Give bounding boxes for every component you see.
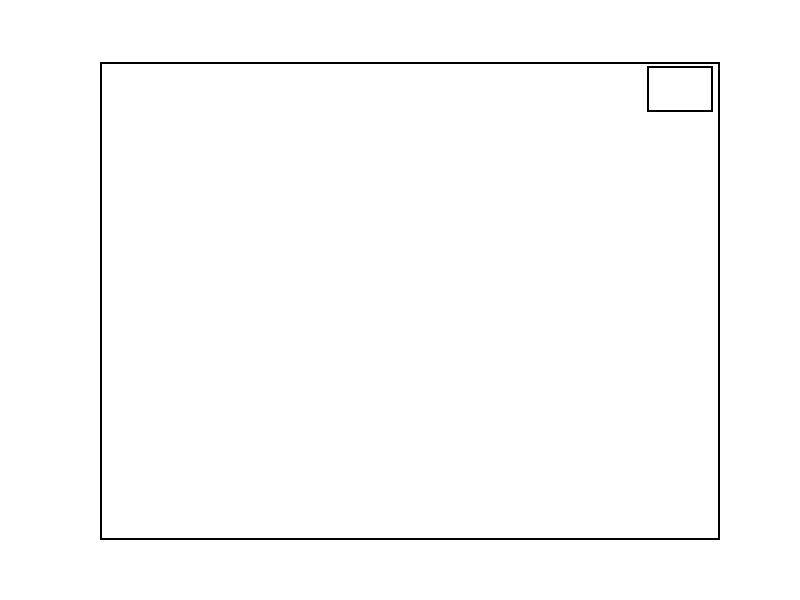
- left-spine: [100, 62, 102, 540]
- right-spine: [718, 62, 720, 540]
- top-spine: [100, 62, 720, 64]
- bottom-spine: [100, 538, 720, 540]
- legend: [647, 66, 713, 112]
- plot-area: [100, 62, 720, 540]
